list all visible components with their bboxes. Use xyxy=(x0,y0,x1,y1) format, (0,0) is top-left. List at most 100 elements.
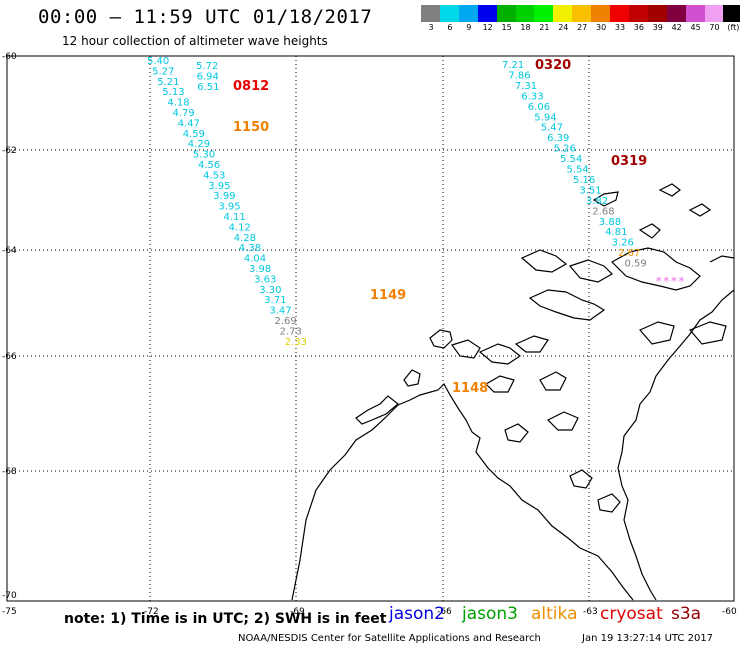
scale-swatch xyxy=(723,5,740,22)
wave-height-value: 5.54 xyxy=(567,165,589,176)
wave-height-value: 6.51 xyxy=(197,82,219,93)
lat-label: -64 xyxy=(2,246,17,256)
wave-height-value: 4.12 xyxy=(229,222,251,233)
wave-height-value: 3.88 xyxy=(599,217,621,228)
wave-height-value: 5.94 xyxy=(534,112,556,123)
scale-swatch xyxy=(515,5,535,22)
wave-height-value: 2.73 xyxy=(280,326,302,337)
wave-height-value: 5.72 xyxy=(196,61,218,72)
scale-label: 9 xyxy=(466,23,472,32)
pass-time-label: 0320 xyxy=(535,58,571,73)
legend-s3a: s3a xyxy=(671,604,702,624)
color-scale-legend: 3 6 9 12 15 18 21 24 27 30 33 36 39 42 45 70 (ft) xyxy=(421,5,740,35)
wave-height-value: 3.51 xyxy=(579,185,601,196)
legend-cryosat: cryosat xyxy=(600,604,663,624)
scale-swatch xyxy=(704,5,724,22)
wave-height-value: 3.71 xyxy=(264,295,286,306)
lat-label: -70 xyxy=(2,591,17,601)
wave-height-value: 6.06 xyxy=(528,102,550,113)
scale-swatch xyxy=(666,5,686,22)
map-frame xyxy=(6,55,735,602)
scale-swatch xyxy=(572,5,592,22)
wave-height-value: 5.16 xyxy=(573,175,595,186)
wave-height-value: 7.31 xyxy=(515,81,537,92)
lon-label: -60 xyxy=(722,607,737,617)
scale-label: 30 xyxy=(596,23,607,32)
wave-height-value: 3.30 xyxy=(259,285,281,296)
credit-line: NOAA/NESDIS Center for Satellite Applica… xyxy=(238,633,541,644)
scale-swatch xyxy=(647,5,667,22)
scale-swatch xyxy=(439,5,459,22)
axis-labels: -60 -62 -64 -66 -68 -70 -75 -72 -69 -66 … xyxy=(2,52,737,617)
wave-height-value: 3.82 xyxy=(586,196,608,207)
scale-label: 39 xyxy=(652,23,663,32)
wave-height-value: 4.11 xyxy=(224,212,246,223)
pass-time-label: 0319 xyxy=(611,154,647,169)
wave-height-value: 4.79 xyxy=(173,108,195,119)
wave-height-value: 0.59 xyxy=(625,259,647,270)
wave-height-value: 4.47 xyxy=(178,118,200,129)
wave-height-value: 6.39 xyxy=(547,133,569,144)
wave-height-value: 5.26 xyxy=(554,144,576,155)
wave-height-value: 5.40 xyxy=(147,56,169,67)
page-subtitle: 12 hour collection of altimeter wave hei… xyxy=(62,34,328,48)
wave-height-value: 3.63 xyxy=(254,274,276,285)
scale-label: 12 xyxy=(482,23,493,32)
scale-label: 42 xyxy=(671,23,682,32)
wave-height-value: 5.47 xyxy=(541,123,563,134)
wave-height-value: 4.81 xyxy=(605,227,627,238)
lon-label: -75 xyxy=(2,607,17,617)
pass-time-labels: 0812 1150 1149 1148 0320 0319 xyxy=(233,58,647,396)
scale-label: 36 xyxy=(633,23,644,32)
wave-height-value: 5.13 xyxy=(162,87,184,98)
scale-label: 27 xyxy=(577,23,588,32)
scale-swatch xyxy=(685,5,705,22)
scale-label: 70 xyxy=(709,23,720,32)
wave-height-value: 4.18 xyxy=(167,98,189,109)
wave-height-value: 7.21 xyxy=(502,60,524,71)
wave-height-value: 2.33 xyxy=(285,337,307,348)
scale-swatch xyxy=(553,5,573,22)
scale-label: 24 xyxy=(558,23,569,32)
pass-time-label: 0812 xyxy=(233,79,269,94)
lon-label: -63 xyxy=(583,607,598,617)
wave-height-value: 3.26 xyxy=(612,238,634,249)
wave-height-value: 2.67 xyxy=(618,248,640,259)
scale-swatch xyxy=(496,5,516,22)
wave-height-value: 4.29 xyxy=(188,139,210,150)
scale-swatch xyxy=(477,5,497,22)
scale-label: 18 xyxy=(520,23,531,32)
wave-height-tracks: 5.405.275.215.134.184.794.474.594.295.30… xyxy=(147,56,685,348)
wave-height-value: 4.04 xyxy=(244,254,266,265)
generated-timestamp: Jan 19 13:27:14 UTC 2017 xyxy=(582,633,714,644)
wave-height-value: 4.28 xyxy=(234,233,256,244)
wave-height-value: 3.95 xyxy=(218,202,240,213)
scale-label: (ft) xyxy=(727,23,740,32)
legend-altika: altika xyxy=(531,604,578,624)
pass-time-label: 1148 xyxy=(452,381,488,396)
wave-height-value: 5.30 xyxy=(193,150,215,161)
scale-label: 6 xyxy=(447,23,453,32)
wave-height-value: 3.47 xyxy=(269,306,291,317)
lon-label: -66 xyxy=(437,607,452,617)
lat-label: -60 xyxy=(2,52,17,62)
scale-swatch xyxy=(534,5,554,22)
wave-height-value: 6.94 xyxy=(197,71,219,82)
scale-label: 45 xyxy=(690,23,701,32)
scale-swatch xyxy=(591,5,611,22)
legend-jason2: jason2 xyxy=(389,604,445,624)
wave-height-value: 4.53 xyxy=(203,170,225,181)
wave-height-value: 2.69 xyxy=(275,316,297,327)
lon-label: -69 xyxy=(290,607,305,617)
wave-height-value: 5.54 xyxy=(560,154,582,165)
scale-label: 15 xyxy=(501,23,512,32)
wave-height-value: 6.33 xyxy=(521,91,543,102)
wave-height-value: 4.38 xyxy=(239,243,261,254)
scale-swatch xyxy=(458,5,478,22)
scale-label: 33 xyxy=(614,23,626,32)
wave-height-value: 3.98 xyxy=(249,264,271,275)
scale-label: 21 xyxy=(539,23,550,32)
lat-label: -66 xyxy=(2,352,17,362)
scale-swatch xyxy=(421,5,440,22)
